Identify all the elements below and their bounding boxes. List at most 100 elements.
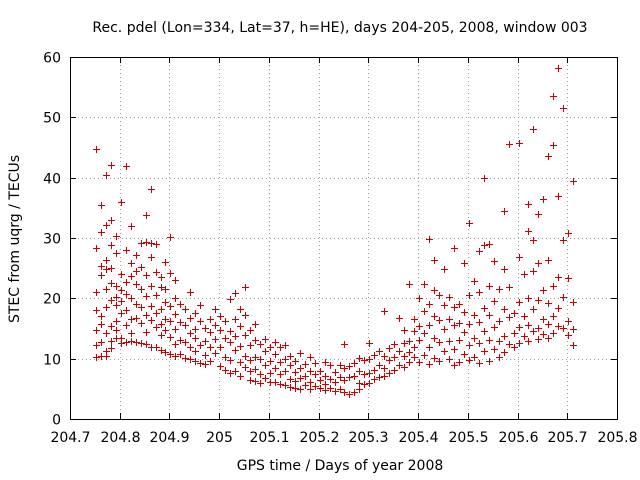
- data-point: [153, 269, 160, 276]
- data-point: [381, 353, 388, 360]
- data-point: [426, 344, 433, 351]
- data-point: [118, 310, 125, 317]
- data-point: [421, 281, 428, 288]
- data-point: [356, 355, 363, 362]
- data-point: [471, 354, 478, 361]
- data-point: [217, 344, 224, 351]
- data-point: [177, 337, 184, 344]
- data-point: [312, 383, 319, 390]
- data-point: [242, 312, 249, 319]
- data-point: [128, 338, 135, 345]
- data-point: [550, 93, 557, 100]
- data-point: [207, 316, 214, 323]
- data-point: [371, 352, 378, 359]
- data-point: [108, 265, 115, 272]
- data-point: [351, 360, 358, 367]
- x-tick-label: 204.7: [50, 430, 90, 446]
- data-point: [307, 386, 314, 393]
- data-point: [337, 362, 344, 369]
- data-point: [138, 304, 145, 311]
- data-point: [167, 351, 174, 358]
- data-point: [545, 153, 552, 160]
- data-point: [187, 344, 194, 351]
- data-point: [227, 296, 234, 303]
- data-point: [441, 326, 448, 333]
- data-point: [426, 301, 433, 308]
- data-point: [103, 257, 110, 264]
- data-point: [476, 248, 483, 255]
- data-point: [496, 286, 503, 293]
- data-point: [545, 321, 552, 328]
- data-points: [93, 65, 577, 398]
- data-point: [172, 326, 179, 333]
- data-point: [143, 272, 150, 279]
- data-point: [376, 374, 383, 381]
- data-point: [406, 338, 413, 345]
- data-point: [242, 364, 249, 371]
- data-point: [148, 317, 155, 324]
- data-point: [93, 342, 100, 349]
- axis-ticks: [70, 57, 618, 420]
- data-point: [406, 349, 413, 356]
- data-point: [272, 339, 279, 346]
- data-point: [262, 362, 269, 369]
- data-point: [162, 316, 169, 323]
- data-point: [277, 344, 284, 351]
- data-point: [486, 337, 493, 344]
- data-point: [540, 196, 547, 203]
- data-point: [341, 365, 348, 372]
- data-point: [391, 367, 398, 374]
- data-point: [441, 348, 448, 355]
- data-point: [162, 299, 169, 306]
- data-point: [292, 369, 299, 376]
- data-point: [431, 355, 438, 362]
- data-point: [346, 363, 353, 370]
- data-point: [386, 345, 393, 352]
- data-point: [138, 320, 145, 327]
- x-tick-label: 205.3: [348, 430, 388, 446]
- data-point: [252, 321, 259, 328]
- data-point: [133, 301, 140, 308]
- data-point: [138, 340, 145, 347]
- data-point: [167, 318, 174, 325]
- data-point: [167, 334, 174, 341]
- data-point: [247, 327, 254, 334]
- data-point: [302, 361, 309, 368]
- data-point: [182, 306, 189, 313]
- data-point: [217, 363, 224, 370]
- data-point: [570, 326, 577, 333]
- data-point: [262, 336, 269, 343]
- data-point: [386, 357, 393, 364]
- data-point: [277, 359, 284, 366]
- data-point: [376, 362, 383, 369]
- data-point: [232, 368, 239, 375]
- data-point: [242, 284, 249, 291]
- chart-title: Rec. pdel (Lon=334, Lat=37, h=HE), days …: [92, 20, 587, 36]
- data-point: [108, 297, 115, 304]
- data-point: [103, 353, 110, 360]
- data-point: [222, 367, 229, 374]
- data-point: [421, 330, 428, 337]
- data-point: [292, 378, 299, 385]
- data-point: [148, 186, 155, 193]
- data-point: [322, 387, 329, 394]
- data-point: [421, 308, 428, 315]
- y-tick-label: 40: [43, 172, 61, 188]
- data-point: [133, 268, 140, 275]
- data-point: [227, 370, 234, 377]
- data-point: [123, 339, 130, 346]
- data-point: [486, 241, 493, 248]
- data-point: [98, 263, 105, 270]
- data-point: [461, 329, 468, 336]
- data-point: [411, 328, 418, 335]
- data-point: [540, 331, 547, 338]
- data-point: [212, 322, 219, 329]
- data-point: [471, 312, 478, 319]
- data-point: [396, 348, 403, 355]
- data-point: [461, 309, 468, 316]
- data-point: [446, 356, 453, 363]
- data-point: [252, 354, 259, 361]
- data-point: [297, 365, 304, 372]
- data-point: [128, 295, 135, 302]
- data-point: [406, 359, 413, 366]
